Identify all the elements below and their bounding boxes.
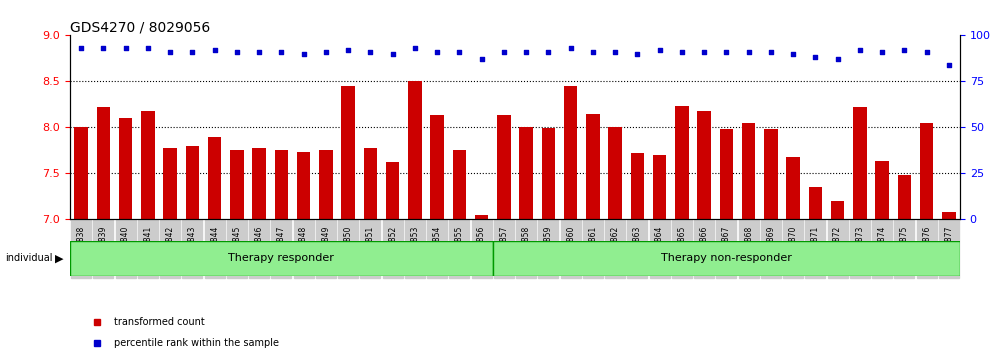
Point (451, 49, 467, 55)
Bar (898, 175, 911, 354)
Bar (697, 111, 711, 354)
Bar (119, 118, 132, 354)
Bar (519, 127, 533, 354)
Point (941, 62, 957, 68)
Bar (453, 150, 466, 354)
Bar (831, 201, 844, 354)
Bar (542, 129, 555, 354)
FancyBboxPatch shape (493, 241, 960, 276)
Point (385, 51, 401, 57)
Point (362, 49, 378, 55)
Bar (208, 137, 221, 354)
Text: individual: individual (5, 253, 52, 263)
Bar (252, 148, 266, 354)
Point (296, 51, 312, 57)
Bar (186, 146, 199, 354)
Point (118, 45, 134, 51)
Bar (920, 123, 933, 354)
Point (407, 45, 423, 51)
Bar (163, 148, 177, 354)
Bar (875, 161, 889, 354)
Point (896, 47, 912, 53)
Bar (319, 149, 333, 354)
Bar (764, 129, 778, 354)
Bar (141, 111, 155, 354)
Point (629, 51, 645, 57)
Point (273, 49, 289, 55)
Bar (653, 155, 666, 354)
Bar (364, 148, 377, 354)
Point (696, 49, 712, 55)
Point (318, 49, 334, 55)
Point (162, 49, 178, 55)
Point (140, 45, 156, 51)
Bar (430, 115, 444, 354)
Point (652, 47, 668, 53)
Bar (675, 106, 689, 354)
Bar (408, 81, 422, 354)
Bar (853, 107, 867, 354)
Point (874, 49, 890, 55)
Point (229, 49, 245, 55)
Point (540, 49, 556, 55)
Point (474, 57, 490, 62)
Text: GDS4270 / 8029056: GDS4270 / 8029056 (70, 20, 210, 34)
Text: Therapy non-responder: Therapy non-responder (661, 253, 792, 263)
Point (607, 49, 623, 55)
Point (830, 57, 846, 62)
Point (807, 55, 823, 60)
Point (585, 49, 601, 55)
Bar (230, 150, 244, 354)
Point (429, 49, 445, 55)
Bar (97, 107, 110, 354)
Point (496, 49, 512, 55)
Bar (942, 212, 956, 354)
Bar (631, 153, 644, 354)
Point (741, 49, 757, 55)
Point (919, 49, 935, 55)
Point (563, 45, 579, 51)
Bar (341, 86, 355, 354)
Bar (742, 123, 755, 354)
Point (73, 45, 89, 51)
Bar (275, 150, 288, 354)
Bar (608, 127, 622, 354)
Point (785, 51, 801, 57)
Point (207, 47, 223, 53)
Point (251, 49, 267, 55)
Bar (786, 157, 800, 354)
Bar (809, 187, 822, 354)
Bar (74, 127, 88, 354)
Text: transformed count: transformed count (114, 317, 205, 327)
Bar (564, 86, 577, 354)
Point (184, 49, 200, 55)
FancyBboxPatch shape (70, 241, 493, 276)
Bar (475, 215, 488, 354)
Point (718, 49, 734, 55)
Bar (297, 152, 310, 354)
Point (852, 47, 868, 53)
Text: Therapy responder: Therapy responder (228, 253, 334, 263)
Point (763, 49, 779, 55)
Text: ▶: ▶ (55, 253, 64, 263)
Bar (720, 129, 733, 354)
Text: percentile rank within the sample: percentile rank within the sample (114, 338, 280, 348)
Bar (586, 114, 600, 354)
Bar (386, 162, 399, 354)
Point (674, 49, 690, 55)
Point (95, 45, 111, 51)
Point (340, 47, 356, 53)
Point (518, 49, 534, 55)
Bar (497, 115, 511, 354)
